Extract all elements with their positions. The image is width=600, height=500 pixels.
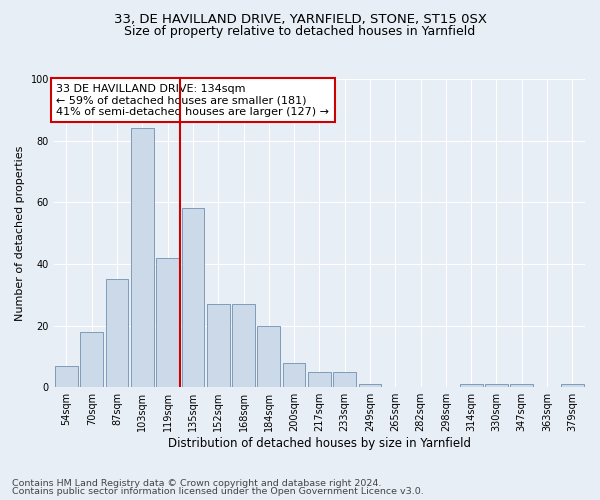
Bar xyxy=(80,332,103,387)
Text: Contains public sector information licensed under the Open Government Licence v3: Contains public sector information licen… xyxy=(12,487,424,496)
Text: 33 DE HAVILLAND DRIVE: 134sqm
← 59% of detached houses are smaller (181)
41% of : 33 DE HAVILLAND DRIVE: 134sqm ← 59% of d… xyxy=(56,84,329,117)
Bar xyxy=(308,372,331,387)
Bar xyxy=(182,208,205,387)
Bar xyxy=(232,304,255,387)
Text: 33, DE HAVILLAND DRIVE, YARNFIELD, STONE, ST15 0SX: 33, DE HAVILLAND DRIVE, YARNFIELD, STONE… xyxy=(113,12,487,26)
Bar xyxy=(460,384,482,387)
Bar xyxy=(106,280,128,387)
Text: Contains HM Land Registry data © Crown copyright and database right 2024.: Contains HM Land Registry data © Crown c… xyxy=(12,478,382,488)
Bar xyxy=(511,384,533,387)
Bar xyxy=(131,128,154,387)
Bar xyxy=(561,384,584,387)
Bar xyxy=(207,304,230,387)
Bar xyxy=(485,384,508,387)
Bar xyxy=(156,258,179,387)
Bar xyxy=(257,326,280,387)
Y-axis label: Number of detached properties: Number of detached properties xyxy=(15,146,25,321)
Bar xyxy=(359,384,382,387)
Bar xyxy=(283,362,305,387)
Bar xyxy=(55,366,78,387)
Bar xyxy=(334,372,356,387)
Text: Size of property relative to detached houses in Yarnfield: Size of property relative to detached ho… xyxy=(124,25,476,38)
X-axis label: Distribution of detached houses by size in Yarnfield: Distribution of detached houses by size … xyxy=(168,437,471,450)
